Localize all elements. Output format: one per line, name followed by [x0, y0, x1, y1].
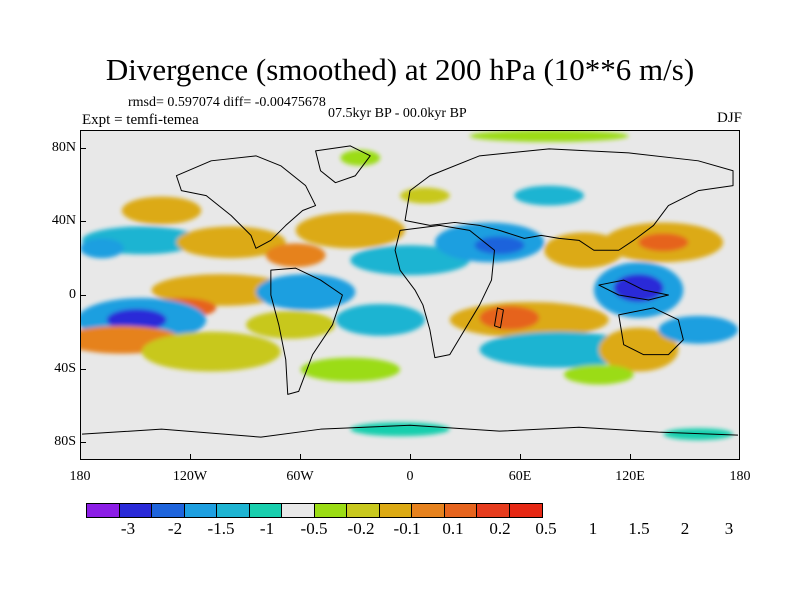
- anomaly-blob: [638, 233, 689, 252]
- lon-label-120w: 120W: [172, 469, 208, 484]
- colorbar-label: -0.2: [347, 519, 375, 538]
- colorbar: [86, 503, 543, 518]
- anomaly-blob: [658, 315, 738, 344]
- colorbar-label: -0.1: [393, 519, 421, 538]
- anomaly-blob: [479, 331, 639, 368]
- anomaly-blob: [564, 364, 634, 385]
- anomaly-blob: [246, 310, 336, 339]
- north-america-coast: [175, 155, 317, 249]
- greenland-coast: [315, 145, 371, 184]
- lat-label-40s: 40S: [54, 361, 76, 376]
- period-label: 07.5kyr BP - 00.0kyr BP: [328, 106, 467, 121]
- lat-tick: [80, 369, 86, 370]
- lat-label-80s: 80S: [54, 434, 76, 449]
- lon-label-60e: 60E: [508, 469, 532, 484]
- anomaly-blob: [350, 422, 450, 437]
- lat-tick: [80, 295, 86, 296]
- lon-tick: [520, 454, 521, 460]
- colorbar-swatch: [477, 504, 510, 517]
- coastlines: [81, 145, 739, 438]
- colorbar-label: -1.5: [207, 519, 235, 538]
- lon-label-0: 0: [406, 469, 414, 484]
- anomaly-blob: [141, 331, 281, 372]
- indonesia-coast: [598, 279, 669, 301]
- anomaly-blob: [474, 236, 525, 255]
- colorbar-swatch: [444, 504, 477, 517]
- colorbar-swatch: [152, 504, 185, 517]
- experiment-label: Expt = temfi-temea: [82, 112, 199, 128]
- anomaly-blob: [176, 226, 286, 259]
- australia-coast: [618, 307, 684, 356]
- colorbar-label: -1: [259, 519, 275, 538]
- anomaly-blob: [295, 212, 406, 249]
- lon-tick: [630, 454, 631, 460]
- lat-tick: [80, 148, 86, 149]
- colorbar-label: 1.5: [628, 519, 650, 538]
- lat-tick: [80, 442, 86, 443]
- lon-label-60w: 60W: [286, 469, 314, 484]
- lat-label-eq: 0: [69, 287, 76, 302]
- lon-label-180e: 180: [729, 469, 751, 484]
- colorbar-swatch: [379, 504, 412, 517]
- colorbar-swatch: [282, 504, 315, 517]
- colorbar-swatch: [412, 504, 445, 517]
- anomaly-blob: [340, 149, 381, 166]
- map-panel: [80, 130, 740, 460]
- anomaly-blob: [514, 185, 584, 206]
- lat-tick: [80, 221, 86, 222]
- colorbar-label: 2: [680, 519, 690, 538]
- colorbar-label: 0.2: [489, 519, 511, 538]
- lon-tick: [410, 454, 411, 460]
- anomaly-blob: [265, 243, 326, 268]
- colorbar-label: 0.5: [535, 519, 557, 538]
- anomaly-blob: [335, 303, 425, 336]
- season-label: DJF: [716, 110, 742, 126]
- anomaly-blob: [598, 327, 679, 372]
- colorbar-label: 3: [724, 519, 734, 538]
- anomaly-blob: [350, 245, 470, 276]
- anomaly-blob: [81, 238, 124, 259]
- eurasia-coast: [404, 148, 734, 251]
- lon-label-180w: 180: [69, 469, 91, 484]
- lon-tick: [300, 454, 301, 460]
- anomaly-blob: [469, 131, 629, 142]
- south-america-coast: [270, 267, 343, 395]
- colorbar-label: 0.1: [442, 519, 464, 538]
- colorbar-label: -3: [120, 519, 136, 538]
- colorbar-label: -0.5: [300, 519, 328, 538]
- colorbar-label: -2: [167, 519, 183, 538]
- anomaly-blob: [121, 196, 202, 225]
- colorbar-swatch: [217, 504, 250, 517]
- colorbar-swatch: [87, 504, 120, 517]
- madagascar-coast: [493, 307, 504, 329]
- anomaly-blob: [400, 187, 450, 204]
- lat-label-40n: 40N: [51, 213, 76, 228]
- anomaly-blob: [106, 308, 167, 331]
- divergence-field: [81, 131, 739, 459]
- lon-tick: [190, 454, 191, 460]
- colorbar-label: 1: [588, 519, 598, 538]
- lat-label-80n: 80N: [51, 140, 76, 155]
- anomaly-blob: [151, 274, 291, 306]
- colorbar-swatch: [119, 504, 152, 517]
- rmsd-diff-stats: rmsd= 0.597074 diff= -0.00475678: [128, 95, 326, 110]
- africa-coast: [394, 224, 495, 359]
- anomaly-blob: [300, 357, 401, 382]
- antarctica-coast: [81, 424, 739, 438]
- anomaly-blob: [255, 274, 356, 310]
- anomaly-blob: [544, 232, 624, 269]
- colorbar-swatch: [509, 504, 542, 517]
- colorbar-swatch: [314, 504, 347, 517]
- lon-label-120e: 120E: [615, 469, 645, 484]
- colorbar-swatch: [184, 504, 217, 517]
- map-title: Divergence (smoothed) at 200 hPa (10**6 …: [105, 52, 695, 87]
- anomaly-blob: [479, 305, 540, 330]
- colorbar-swatch: [249, 504, 282, 517]
- colorbar-swatch: [347, 504, 380, 517]
